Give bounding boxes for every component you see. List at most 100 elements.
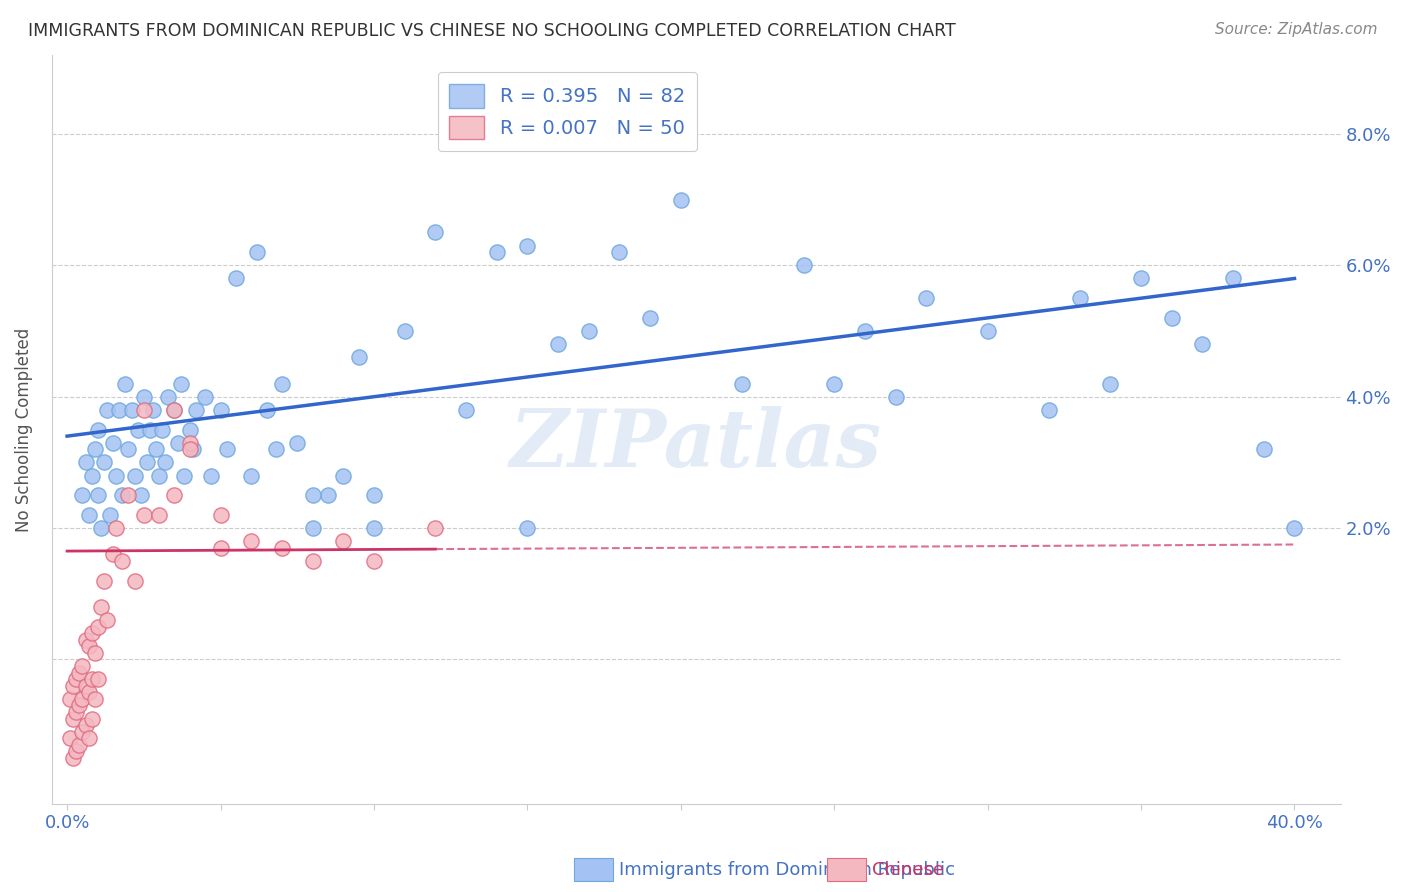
Point (117, 488, 139, 502)
Point (145, 442, 167, 457)
Point (108, 402, 131, 417)
Point (157, 390, 180, 404)
Point (884, 390, 907, 404)
Point (454, 402, 477, 417)
Point (163, 488, 186, 502)
Point (65, 744, 87, 758)
Point (121, 402, 143, 417)
Legend: R = 0.395   N = 82, R = 0.007   N = 50: R = 0.395 N = 82, R = 0.007 N = 50 (437, 72, 697, 151)
Point (332, 534, 354, 549)
Point (132, 508, 155, 522)
Point (301, 554, 323, 568)
Point (578, 324, 600, 338)
Point (823, 376, 845, 391)
Point (200, 468, 222, 483)
Point (264, 442, 287, 457)
Point (72, 724, 94, 739)
Point (101, 547, 124, 561)
Point (67, 738, 90, 752)
Point (155, 455, 177, 469)
Point (1191, 337, 1213, 351)
Point (179, 442, 201, 457)
Point (127, 423, 149, 437)
Point (80, 468, 103, 483)
Text: Chinese: Chinese (872, 861, 943, 879)
Point (976, 324, 998, 338)
Point (1222, 271, 1244, 285)
Point (425, 521, 447, 535)
Point (285, 435, 308, 450)
Point (1284, 521, 1306, 535)
Point (516, 238, 538, 252)
Text: IMMIGRANTS FROM DOMINICAN REPUBLIC VS CHINESE NO SCHOOLING COMPLETED CORRELATION: IMMIGRANTS FROM DOMINICAN REPUBLIC VS CH… (28, 22, 956, 40)
Point (67, 698, 90, 713)
Point (209, 541, 232, 555)
Point (363, 554, 385, 568)
Point (363, 521, 385, 535)
Point (87, 488, 110, 502)
Point (148, 508, 170, 522)
Point (516, 521, 538, 535)
Point (425, 226, 447, 240)
Point (77, 731, 100, 746)
Point (105, 521, 128, 535)
Point (77, 640, 100, 654)
Point (209, 402, 232, 417)
Point (93, 455, 115, 469)
Point (173, 468, 195, 483)
Point (270, 376, 292, 391)
Point (77, 508, 100, 522)
Point (62, 679, 84, 693)
Point (485, 245, 508, 260)
Point (67, 665, 90, 680)
Point (87, 619, 110, 633)
Point (124, 574, 146, 588)
Point (83, 442, 105, 457)
Point (1130, 271, 1153, 285)
Point (129, 488, 152, 502)
Point (114, 376, 136, 391)
Point (163, 402, 186, 417)
Point (609, 245, 631, 260)
Point (96, 402, 118, 417)
Point (90, 599, 112, 614)
Point (75, 455, 97, 469)
Point (77, 685, 100, 699)
Point (246, 245, 269, 260)
Point (256, 402, 278, 417)
Point (169, 376, 191, 391)
Point (301, 521, 323, 535)
Point (547, 337, 569, 351)
Point (80, 672, 103, 686)
Point (316, 488, 339, 502)
Point (179, 435, 201, 450)
Point (75, 679, 97, 693)
Point (638, 310, 661, 325)
Point (215, 442, 238, 457)
Point (194, 390, 217, 404)
Point (87, 672, 110, 686)
Point (301, 488, 323, 502)
Point (135, 455, 157, 469)
Point (1160, 310, 1182, 325)
Point (150, 423, 173, 437)
Point (111, 554, 134, 568)
Point (1069, 291, 1091, 305)
Point (59, 692, 82, 706)
Point (132, 390, 155, 404)
Point (87, 423, 110, 437)
Point (240, 534, 263, 549)
Point (72, 692, 94, 706)
Text: Source: ZipAtlas.com: Source: ZipAtlas.com (1215, 22, 1378, 37)
Point (166, 435, 188, 450)
Point (332, 468, 354, 483)
Point (363, 488, 385, 502)
Point (93, 574, 115, 588)
Point (347, 351, 370, 365)
Point (731, 376, 754, 391)
Point (270, 541, 292, 555)
Point (915, 291, 938, 305)
Point (792, 258, 814, 272)
Text: ZIPatlas: ZIPatlas (510, 406, 882, 483)
Y-axis label: No Schooling Completed: No Schooling Completed (15, 327, 32, 532)
